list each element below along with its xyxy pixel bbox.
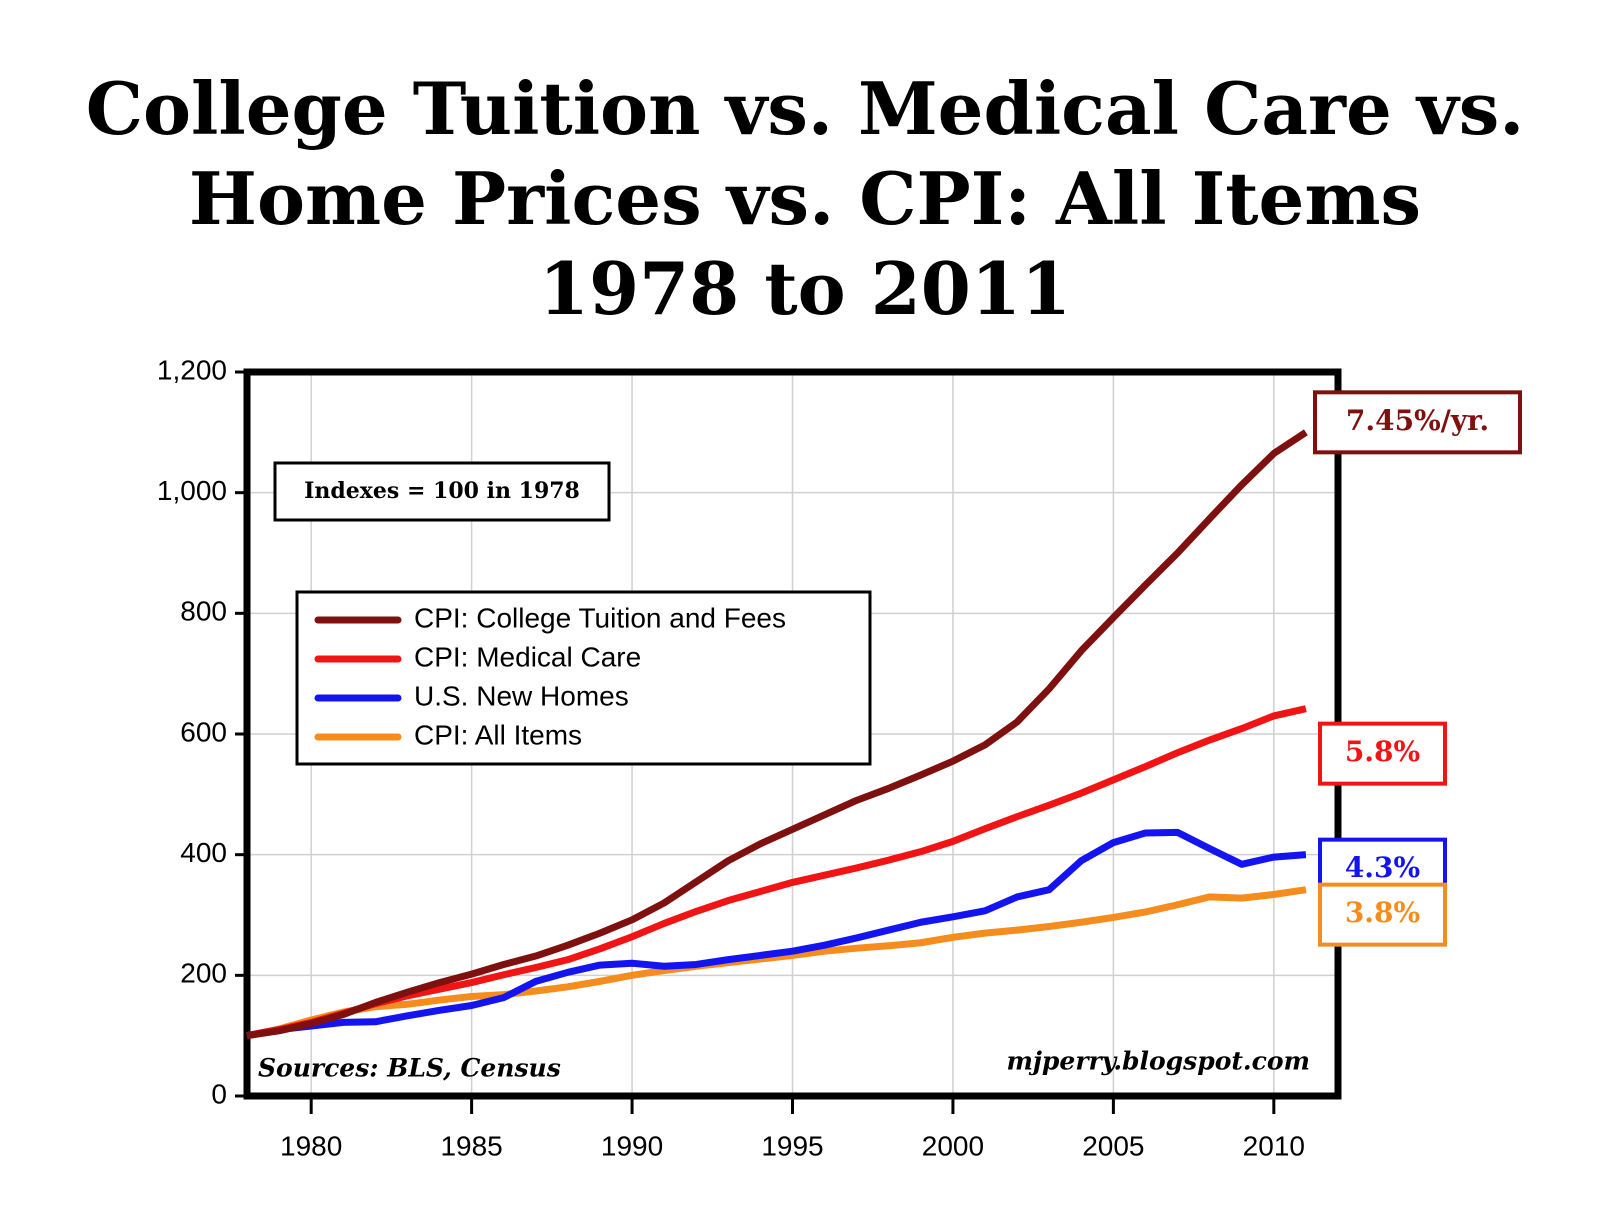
series-line bbox=[246, 828, 1307, 1040]
legend-label: CPI: All Items bbox=[414, 719, 582, 750]
y-tick-label: 400 bbox=[180, 837, 227, 868]
end-label: 3.8% bbox=[1345, 896, 1420, 929]
y-tick-label: 1,000 bbox=[157, 475, 227, 506]
series-line bbox=[246, 705, 1307, 1040]
end-label-box bbox=[1313, 390, 1522, 455]
chart-title: Home Prices vs. CPI: All Items bbox=[189, 156, 1421, 241]
x-tick-label: 2005 bbox=[1082, 1130, 1144, 1161]
y-tick-label: 600 bbox=[180, 716, 227, 747]
end-label-box bbox=[1318, 882, 1447, 947]
x-tick-label: 1995 bbox=[761, 1130, 823, 1161]
x-tick-label: 2000 bbox=[922, 1130, 984, 1161]
legend-label: CPI: Medical Care bbox=[414, 641, 641, 672]
annotation-box bbox=[273, 461, 611, 522]
series-line bbox=[246, 429, 1308, 1040]
annotation: Indexes = 100 in 1978 bbox=[304, 478, 580, 504]
x-tick-label: 1985 bbox=[440, 1130, 502, 1161]
x-tick-label: 1990 bbox=[601, 1130, 663, 1161]
annotation: Sources: BLS, Census bbox=[258, 1054, 561, 1083]
annotation: mjperry.blogspot.com bbox=[1006, 1047, 1310, 1076]
legend-label: CPI: College Tuition and Fees bbox=[414, 602, 786, 633]
y-tick-label: 0 bbox=[211, 1078, 227, 1109]
x-tick-label: 1980 bbox=[280, 1130, 342, 1161]
x-tick-label: 2010 bbox=[1243, 1130, 1305, 1161]
end-label: 4.3% bbox=[1345, 851, 1420, 884]
end-label: 5.8% bbox=[1345, 735, 1420, 768]
y-tick-label: 200 bbox=[180, 958, 227, 989]
y-tick-label: 1,200 bbox=[157, 354, 227, 385]
chart-title: 1978 to 2011 bbox=[539, 246, 1071, 331]
end-label-box bbox=[1318, 721, 1447, 786]
end-label: 7.45%/yr. bbox=[1346, 404, 1489, 437]
chart-title: College Tuition vs. Medical Care vs. bbox=[86, 66, 1525, 151]
series-line bbox=[246, 886, 1307, 1040]
y-tick-label: 800 bbox=[180, 596, 227, 627]
legend-label: U.S. New Homes bbox=[414, 680, 629, 711]
